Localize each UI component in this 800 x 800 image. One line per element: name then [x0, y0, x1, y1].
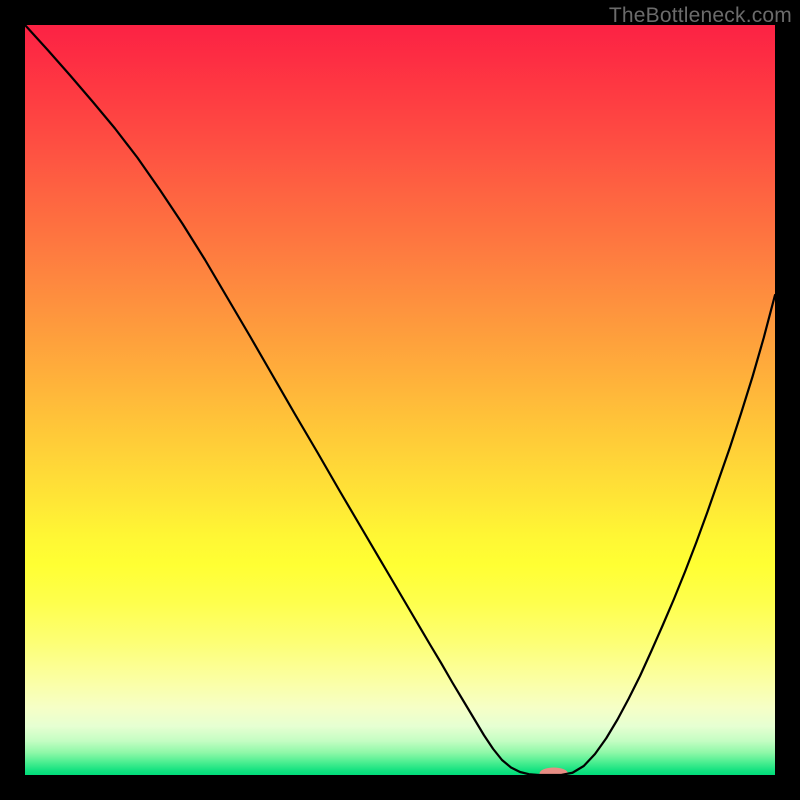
chart-container: TheBottleneck.com: [0, 0, 800, 800]
plot-area: [25, 25, 775, 775]
plot-svg: [25, 25, 775, 775]
gradient-background: [25, 25, 775, 775]
